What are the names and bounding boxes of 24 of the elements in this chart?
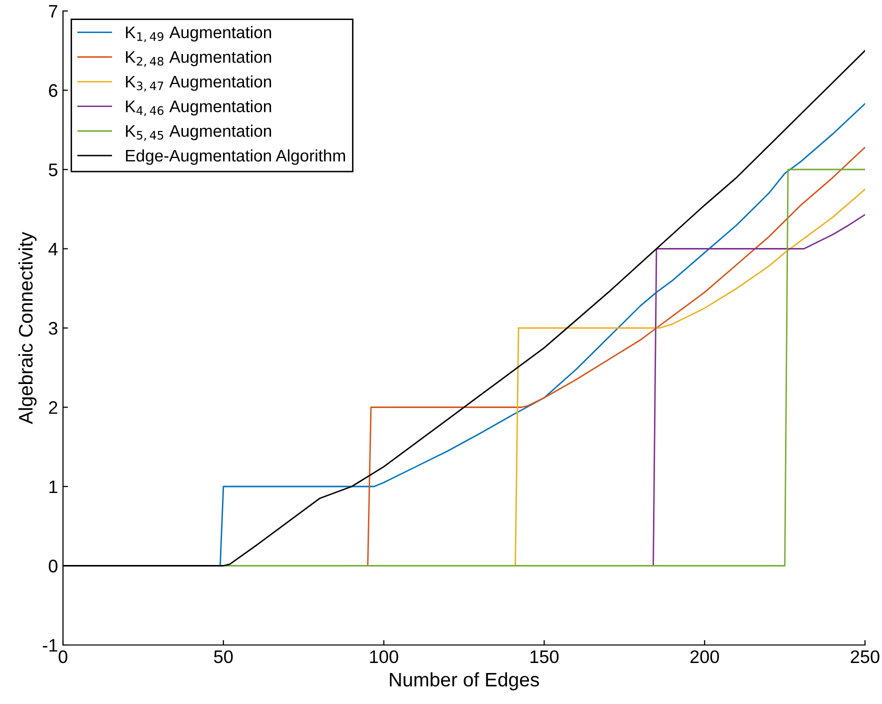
y-tick-label: -1 bbox=[42, 639, 58, 652]
legend-label: Edge-Augmentation Algorithm bbox=[126, 149, 345, 165]
x-tick-label: 0 bbox=[58, 650, 68, 664]
x-tick-label: 200 bbox=[690, 650, 719, 664]
legend-label: K$_{1,49}$ Augmentation bbox=[126, 26, 272, 42]
y-tick-label: 6 bbox=[49, 84, 58, 97]
y-tick-label: 3 bbox=[48, 322, 58, 335]
y-tick-label: 0 bbox=[48, 560, 58, 572]
x-axis-title: Number of Edges bbox=[390, 672, 539, 690]
legend-label: K$_{3,47}$ Augmentation bbox=[126, 75, 272, 92]
y-tick-label: 7 bbox=[49, 5, 58, 18]
x-tick-label: 50 bbox=[214, 650, 233, 664]
y-axis-title: Algebraic Connectivity bbox=[18, 232, 37, 424]
x-tick-label: 150 bbox=[530, 650, 559, 664]
y-tick-label: 2 bbox=[49, 401, 58, 414]
line-series bbox=[652, 214, 865, 566]
y-tick-label: 1 bbox=[49, 480, 58, 494]
x-tick-label: 250 bbox=[850, 650, 880, 664]
y-tick-label: 5 bbox=[48, 164, 58, 176]
x-tick-label: 100 bbox=[370, 650, 398, 664]
legend-label: K$_{5,45}$ Augmentation bbox=[126, 124, 272, 141]
y-tick-label: 4 bbox=[48, 242, 58, 256]
legend-label: K$_{4,46}$ Augmentation bbox=[126, 100, 272, 116]
legend-label: K$_{2,48}$ Augmentation bbox=[126, 50, 272, 67]
